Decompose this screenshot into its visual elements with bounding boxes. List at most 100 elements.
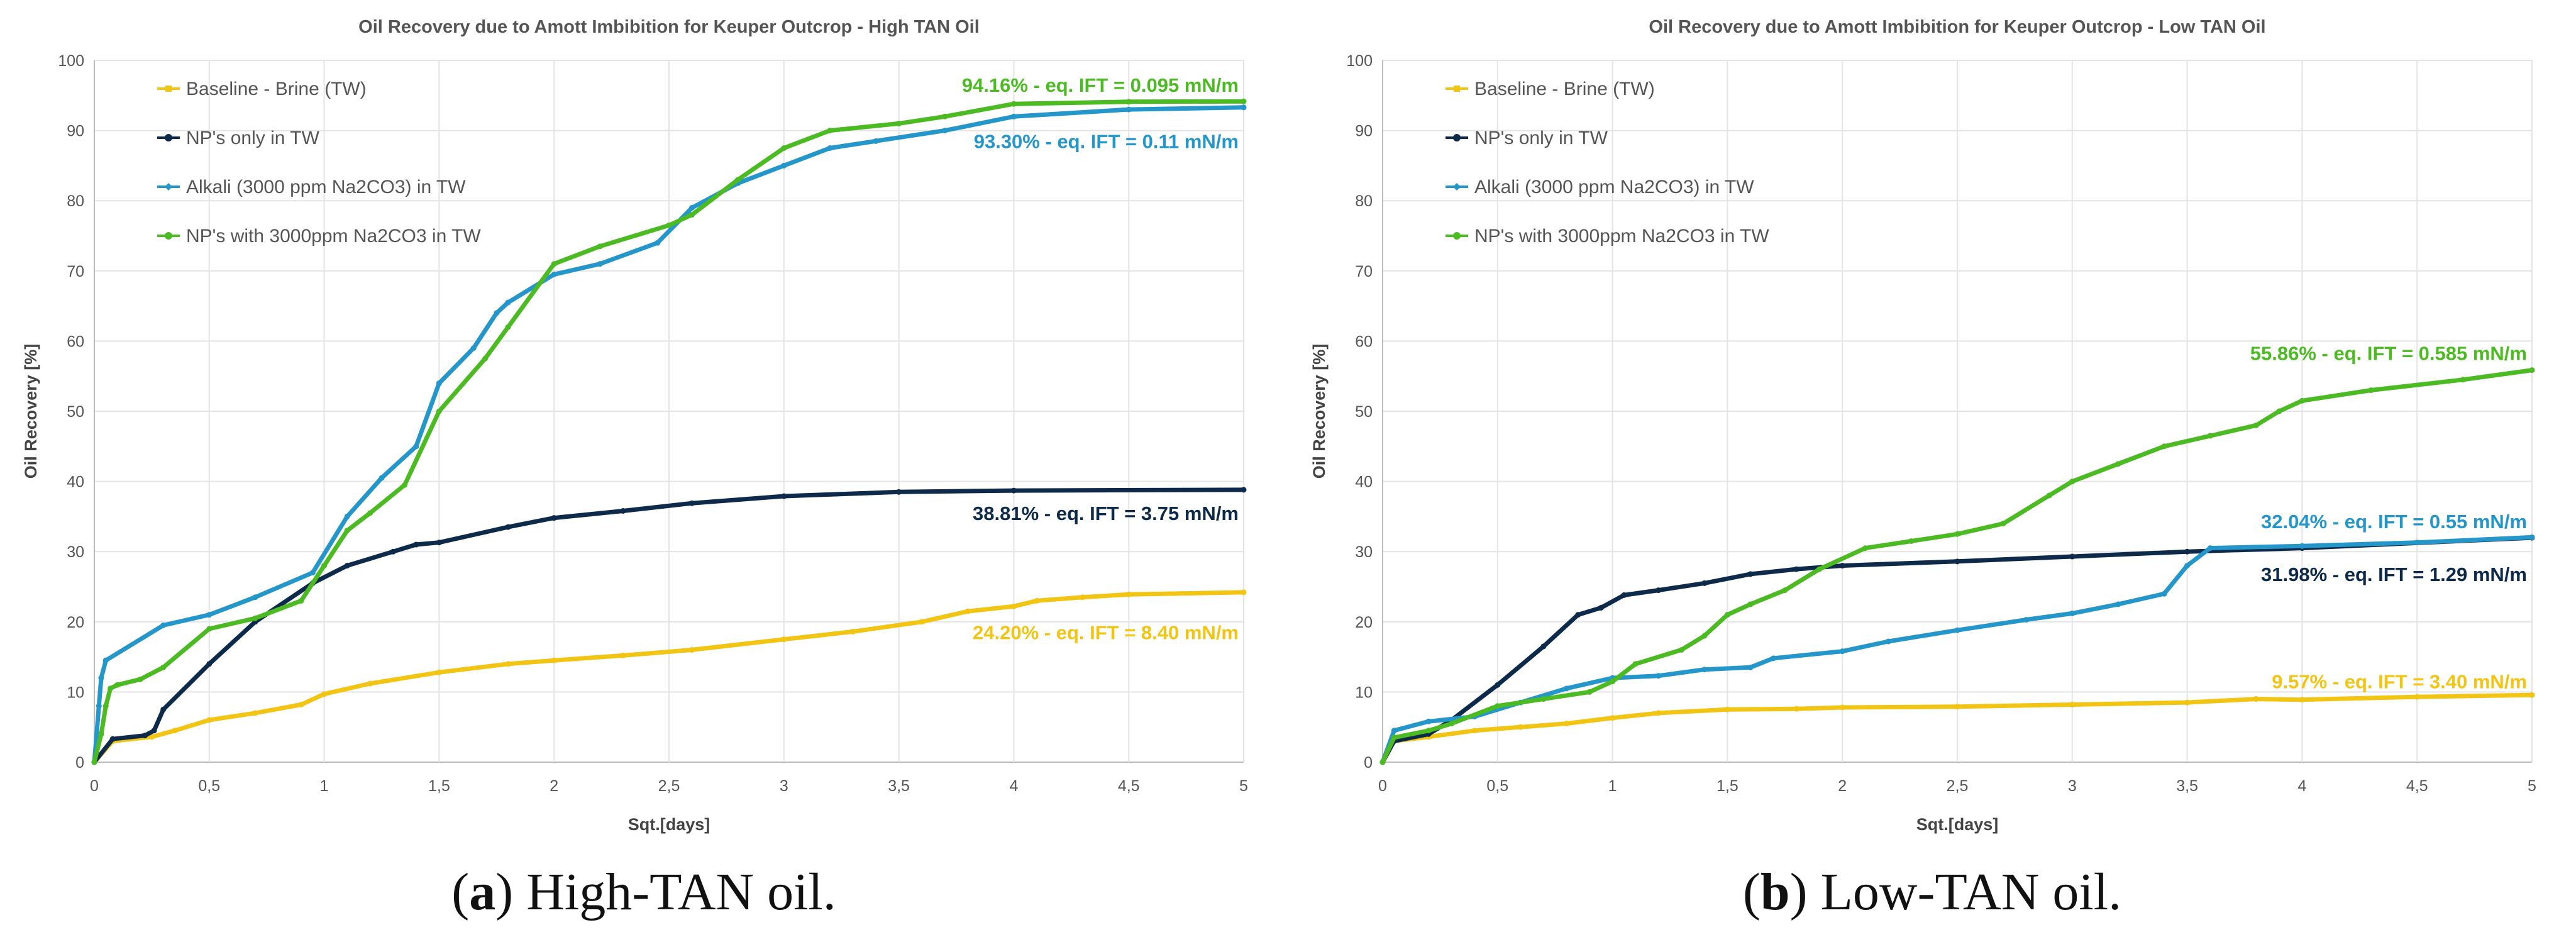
data-point bbox=[2299, 697, 2305, 703]
data-point bbox=[96, 703, 102, 709]
y-tick-label: 50 bbox=[1355, 403, 1373, 421]
data-point bbox=[2023, 616, 2030, 623]
caption-text: Low-TAN oil. bbox=[1820, 863, 2122, 921]
data-point bbox=[1034, 597, 1040, 604]
legend-label: Alkali (3000 ppm Na2CO3) in TW bbox=[186, 177, 466, 197]
data-point bbox=[781, 145, 787, 151]
data-point bbox=[98, 731, 104, 737]
data-point bbox=[2161, 590, 2167, 597]
data-point bbox=[1080, 594, 1086, 601]
annotation-label: 38.81% - eq. IFT = 3.75 mN/m bbox=[973, 502, 1239, 524]
legend-label: Baseline - Brine (TW) bbox=[186, 79, 367, 99]
data-point bbox=[1125, 106, 1132, 113]
data-point bbox=[252, 710, 258, 716]
data-point bbox=[1610, 679, 1616, 685]
data-point bbox=[1586, 689, 1593, 695]
data-point bbox=[367, 680, 373, 687]
data-point bbox=[206, 626, 213, 632]
data-point bbox=[1563, 721, 1569, 727]
data-point bbox=[1701, 633, 1708, 639]
legend-marker bbox=[1453, 134, 1461, 141]
data-point bbox=[172, 728, 178, 734]
data-point bbox=[505, 524, 511, 530]
y-tick-label: 60 bbox=[67, 333, 84, 350]
y-tick-label: 100 bbox=[58, 52, 84, 70]
data-point bbox=[1610, 715, 1616, 721]
data-point bbox=[505, 661, 511, 667]
data-point bbox=[1575, 612, 1581, 618]
data-point bbox=[206, 661, 213, 667]
legend-label: NP's only in TW bbox=[1474, 128, 1608, 148]
data-point bbox=[689, 500, 695, 506]
data-point bbox=[298, 597, 304, 604]
data-point bbox=[1793, 706, 1799, 712]
data-point bbox=[470, 345, 477, 352]
x-tick-label: 5 bbox=[2528, 777, 2536, 795]
y-tick-label: 40 bbox=[1355, 474, 1373, 491]
y-tick-label: 70 bbox=[67, 263, 84, 280]
annotation-label: 55.86% - eq. IFT = 0.585 mN/m bbox=[2250, 342, 2527, 364]
caption-text: High-TAN oil. bbox=[526, 863, 836, 921]
data-point bbox=[505, 299, 511, 306]
chart-title: Oil Recovery due to Amott Imbibition for… bbox=[1649, 17, 2265, 37]
data-point bbox=[1010, 487, 1017, 494]
data-point bbox=[148, 734, 155, 740]
legend-marker bbox=[165, 232, 172, 240]
data-point bbox=[2276, 408, 2282, 414]
data-point bbox=[827, 145, 833, 151]
y-axis-label: Oil Recovery [%] bbox=[1310, 344, 1329, 479]
data-point bbox=[102, 703, 109, 709]
data-point bbox=[2184, 548, 2191, 555]
x-tick-label: 3 bbox=[780, 777, 788, 795]
data-point bbox=[1495, 682, 1501, 688]
caption-letter: a bbox=[469, 863, 496, 921]
data-point bbox=[2184, 699, 2191, 706]
y-tick-label: 40 bbox=[67, 474, 84, 491]
data-point bbox=[1656, 710, 1662, 716]
x-tick-label: 0,5 bbox=[198, 777, 220, 795]
data-point bbox=[2529, 534, 2535, 540]
data-point bbox=[1747, 664, 1754, 670]
data-point bbox=[965, 608, 971, 614]
data-point bbox=[1495, 703, 1501, 709]
data-point bbox=[1621, 592, 1627, 598]
chart-high-tan: Oil Recovery due to Amott Imbibition for… bbox=[21, 17, 1248, 834]
x-tick-label: 1,5 bbox=[1716, 777, 1739, 795]
data-point bbox=[436, 540, 442, 546]
y-tick-label: 50 bbox=[67, 403, 84, 421]
data-point bbox=[1747, 601, 1754, 607]
y-tick-label: 20 bbox=[1355, 614, 1373, 631]
data-point bbox=[98, 675, 104, 681]
y-tick-label: 60 bbox=[1355, 333, 1373, 350]
data-point bbox=[1724, 612, 1730, 618]
data-point bbox=[2460, 377, 2466, 383]
annotation-label: 93.30% - eq. IFT = 0.11 mN/m bbox=[974, 130, 1239, 152]
x-tick-label: 0 bbox=[1378, 777, 1387, 795]
data-point bbox=[344, 528, 350, 534]
chart-low-tan: Oil Recovery due to Amott Imbibition for… bbox=[1310, 17, 2536, 834]
data-point bbox=[1540, 643, 1547, 650]
data-point bbox=[2069, 553, 2076, 560]
x-tick-label: 1 bbox=[320, 777, 329, 795]
data-point bbox=[494, 310, 500, 316]
x-tick-label: 4,5 bbox=[1118, 777, 1140, 795]
data-point bbox=[91, 759, 97, 765]
x-tick-label: 5 bbox=[1239, 777, 1248, 795]
data-point bbox=[1954, 531, 1960, 537]
data-point bbox=[252, 594, 258, 601]
data-point bbox=[1241, 487, 1247, 493]
data-point bbox=[781, 162, 787, 169]
data-point bbox=[344, 513, 350, 519]
legend-marker bbox=[165, 183, 172, 191]
legend-label: Baseline - Brine (TW) bbox=[1474, 79, 1655, 99]
x-tick-label: 2,5 bbox=[658, 777, 680, 795]
x-tick-label: 1 bbox=[1608, 777, 1617, 795]
data-point bbox=[160, 664, 167, 670]
data-point bbox=[1782, 587, 1788, 594]
data-point bbox=[873, 138, 879, 144]
data-point bbox=[1632, 661, 1639, 667]
series-line-1 bbox=[92, 487, 1246, 765]
data-point bbox=[1678, 646, 1684, 653]
data-point bbox=[1471, 728, 1478, 734]
data-point bbox=[2414, 694, 2420, 700]
